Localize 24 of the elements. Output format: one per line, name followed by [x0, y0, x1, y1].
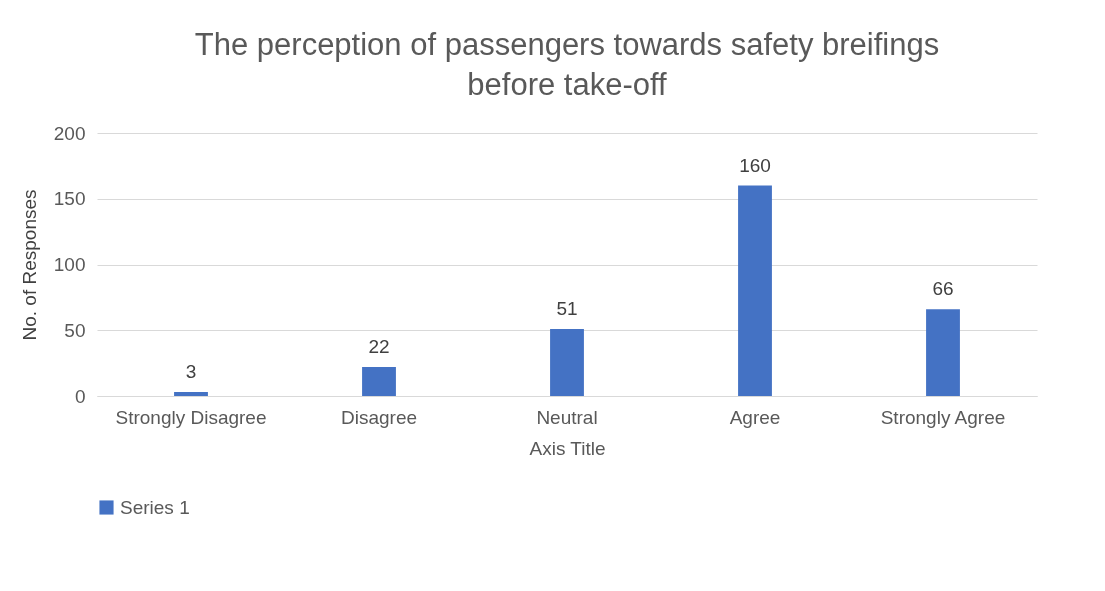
x-tick-label: Strongly Agree — [880, 406, 1006, 428]
x-tick-label: Agree — [729, 406, 781, 428]
data-label: 66 — [932, 278, 954, 300]
data-label: 22 — [368, 336, 390, 358]
data-label: 51 — [556, 297, 578, 319]
chart-title: The perception of passengers towards safety breifings before take-off — [194, 27, 940, 102]
data-label: 3 — [185, 361, 197, 383]
bar — [362, 367, 396, 396]
bar — [174, 392, 208, 396]
y-axis-title: No. of Responses — [18, 189, 40, 341]
y-tick-label: 100 — [53, 254, 86, 275]
x-tick-label: Strongly Disagree — [115, 406, 267, 428]
y-tick-label: 0 — [74, 385, 86, 407]
data-label: 160 — [739, 154, 771, 176]
x-axis-title: Axis Title — [529, 437, 606, 459]
x-tick-label: Disagree — [340, 406, 418, 428]
legend-label: Series 1 — [120, 496, 190, 518]
bar — [550, 328, 584, 396]
y-tick-label: 200 — [53, 122, 86, 144]
bar — [926, 309, 960, 396]
y-tick-label: 150 — [53, 188, 86, 210]
x-tick-label: Neutral — [536, 406, 598, 428]
bar — [738, 185, 772, 396]
y-tick-label: 50 — [64, 319, 86, 341]
